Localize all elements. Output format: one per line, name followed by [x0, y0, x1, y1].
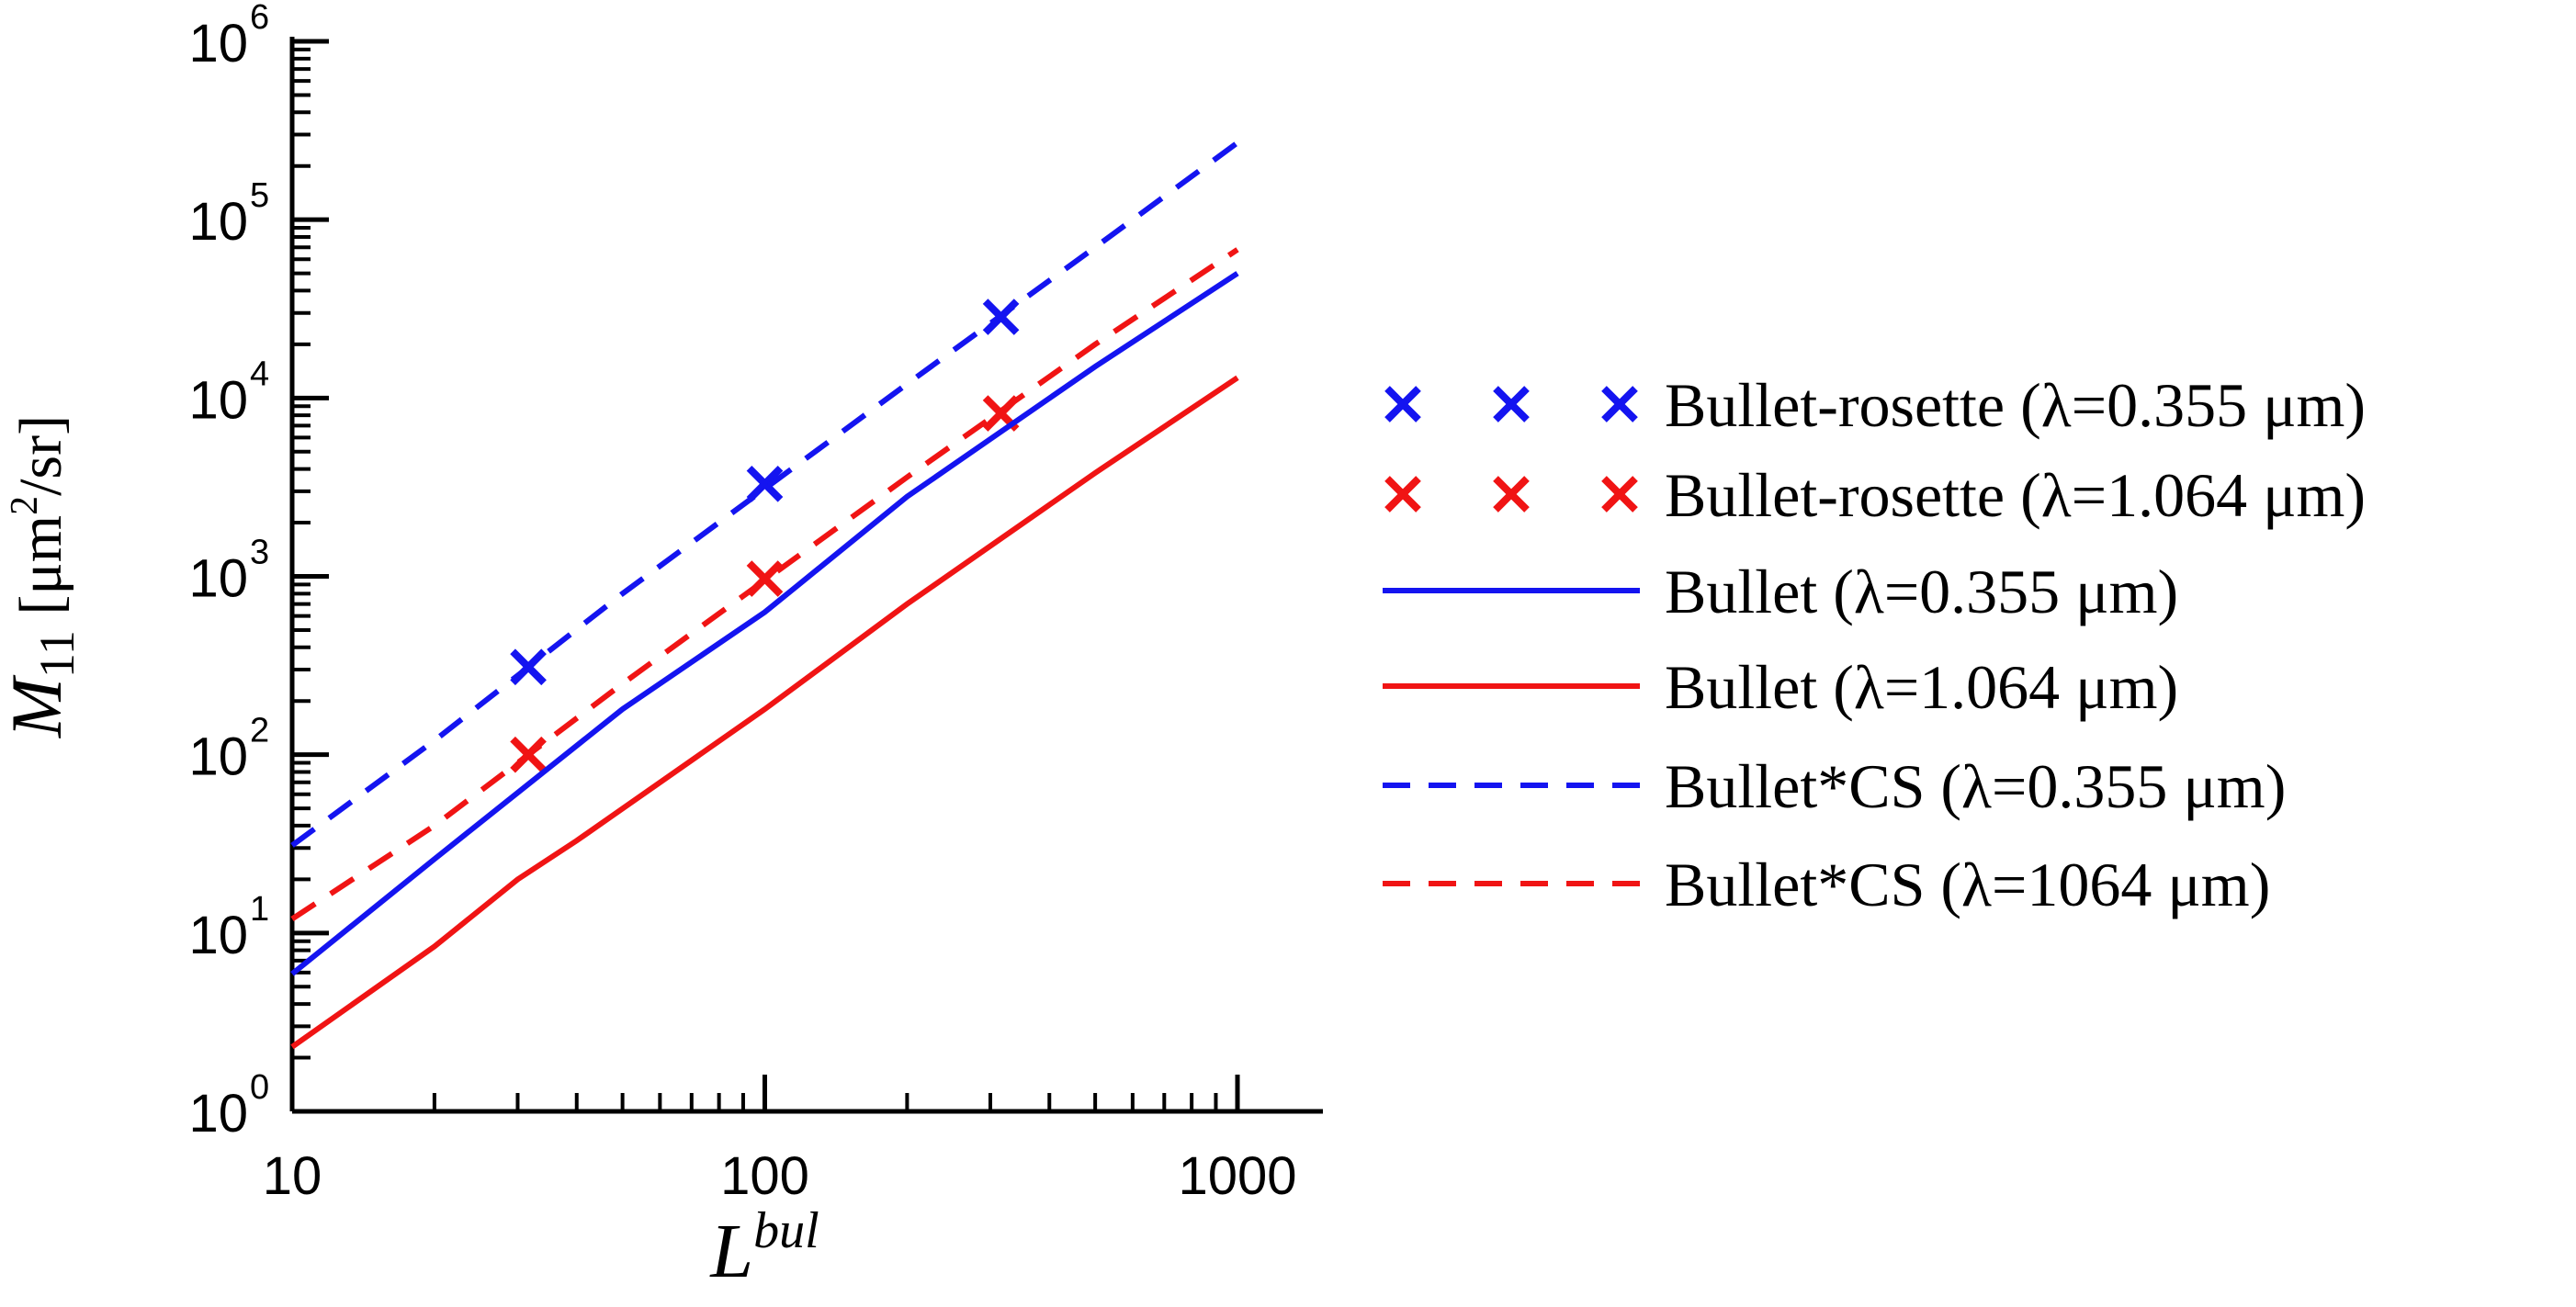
legend-marker — [1601, 476, 1638, 513]
y-axis-title-main: M — [0, 674, 76, 738]
series-line — [290, 247, 1239, 922]
legend-entry: Bullet-rosette (λ=0.355 μm) — [1384, 370, 2366, 440]
y-axis-title-sub: 11 — [29, 630, 85, 678]
y-tick-exponent: 2 — [250, 712, 269, 750]
y-axis-title-unit-sup: 2 — [4, 496, 46, 515]
x-axis-title: Lbul — [709, 1202, 819, 1294]
series-line — [290, 375, 1239, 1050]
legend-entry: Bullet (λ=1.064 μm) — [1383, 652, 2178, 722]
y-tick-label: 10 — [188, 192, 248, 252]
y-tick-exponent: 4 — [250, 355, 269, 393]
legend-label: Bullet (λ=0.355 μm) — [1665, 557, 2178, 626]
legend-label: Bullet-rosette (λ=0.355 μm) — [1665, 370, 2366, 440]
legend-entry: Bullet*CS (λ=0.355 μm) — [1383, 751, 2286, 821]
series-line — [290, 271, 1239, 976]
legend-marker — [1384, 476, 1421, 513]
legend-entry: Bullet-rosette (λ=1.064 μm) — [1384, 460, 2366, 530]
y-tick-label: 10 — [188, 14, 248, 73]
y-tick-label: 10 — [188, 906, 248, 965]
series-line — [290, 140, 1239, 848]
legend-label: Bullet*CS (λ=0.355 μm) — [1665, 751, 2286, 821]
y-tick-label: 10 — [188, 549, 248, 609]
y-tick-exponent: 0 — [250, 1068, 269, 1107]
legend-label: Bullet-rosette (λ=1.064 μm) — [1665, 460, 2366, 530]
x-tick-label: 100 — [720, 1146, 809, 1206]
legend-marker — [1601, 386, 1638, 423]
legend-entry: Bullet*CS (λ=1064 μm) — [1383, 850, 2270, 919]
y-tick-exponent: 6 — [250, 0, 269, 37]
legend: Bullet-rosette (λ=0.355 μm) Bullet-rosett… — [1383, 370, 2366, 919]
x-axis-title-sup: bul — [753, 1202, 819, 1259]
legend-label: Bullet*CS (λ=1064 μm) — [1665, 850, 2270, 919]
series-layer — [290, 140, 1239, 1050]
x-tick-label: 10 — [263, 1146, 322, 1206]
y-tick-exponent: 1 — [250, 890, 269, 929]
y-tick-exponent: 5 — [250, 176, 269, 215]
y-axis-title-unit-post: /sr] — [7, 415, 74, 496]
y-tick-label: 10 — [188, 370, 248, 430]
y-axis-title-unit-pre: [μm — [7, 515, 74, 630]
legend-label: Bullet (λ=1.064 μm) — [1665, 652, 2178, 722]
x-tick-label: 1000 — [1178, 1146, 1296, 1206]
data-point-marker — [746, 465, 784, 502]
y-tick-label: 10 — [188, 1084, 248, 1144]
legend-marker — [1384, 386, 1421, 423]
y-axis-title: M11 [μm2/sr] — [0, 415, 85, 738]
x-axis-title-main: L — [709, 1209, 753, 1294]
y-tick-exponent: 3 — [250, 534, 269, 572]
y-tick-label: 10 — [188, 727, 248, 787]
legend-marker — [1493, 386, 1530, 423]
legend-marker — [1493, 476, 1530, 513]
legend-entry: Bullet (λ=0.355 μm) — [1383, 557, 2178, 626]
